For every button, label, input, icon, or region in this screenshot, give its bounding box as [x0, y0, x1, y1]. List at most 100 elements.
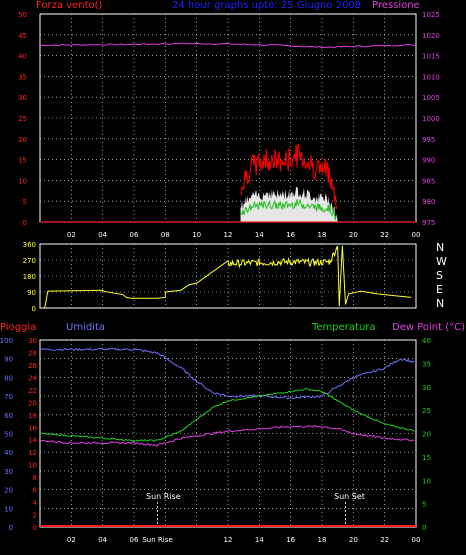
pressure-tick-label: 1010: [422, 73, 440, 81]
pressure-tick-label: 990: [422, 157, 435, 165]
x-tick-label: 08: [161, 231, 170, 239]
x-tick-label: 20: [349, 231, 358, 239]
wind-tick-label: 40: [18, 53, 27, 61]
x-tick-label: 22: [380, 231, 389, 239]
x-tick-label: 04: [98, 231, 107, 239]
pressure-tick-label: 995: [422, 136, 435, 144]
humidity-temp-panel: 0102030405060708090100024681012141618202…: [0, 337, 431, 544]
sunrise-annotation: Sun Rise: [146, 492, 181, 501]
pressure-tick-label: 975: [422, 219, 435, 227]
rain-tick-label: 30: [28, 337, 37, 345]
humidity-tick-label: 40: [4, 449, 13, 457]
x-tick-label: 20: [349, 536, 358, 544]
wind-tick-label: 20: [18, 136, 27, 144]
rain-tick-label: 8: [33, 474, 37, 482]
rain-label: Pioggia: [0, 322, 36, 333]
wind-gust-series: [240, 144, 338, 210]
compass-w: W: [436, 255, 447, 268]
temp-tick-label: 5: [422, 501, 426, 509]
direction-tick-label: 360: [23, 241, 36, 249]
pressure-tick-label: 1000: [422, 115, 440, 123]
wind-tick-label: 30: [18, 94, 27, 102]
temp-tick-label: 35: [422, 360, 431, 368]
direction-tick-label: 90: [27, 289, 36, 297]
pressure-tick-label: 1020: [422, 32, 440, 40]
direction-tick-label: 270: [23, 257, 36, 265]
humidity-tick-label: 80: [4, 374, 13, 382]
temp-tick-label: 25: [422, 407, 431, 415]
rain-tick-label: 24: [28, 374, 37, 382]
wind-direction-series: [44, 245, 412, 309]
compass-n-bottom: N: [436, 297, 444, 310]
x-tick-label: 18: [318, 231, 327, 239]
pressure-tick-label: 985: [422, 177, 435, 185]
rain-tick-label: 6: [33, 487, 38, 495]
x-tick-label: 12: [224, 231, 233, 239]
wind-tick-label: 15: [18, 157, 27, 165]
humidity-tick-label: 30: [4, 468, 13, 476]
humidity-series: [39, 347, 415, 400]
x-tick-label: 04: [98, 536, 107, 544]
dewpoint-series: [39, 425, 415, 447]
compass-n-top: N: [436, 241, 444, 254]
wind-tick-label: 5: [23, 198, 27, 206]
rain-tick-label: 22: [28, 387, 37, 395]
humidity-tick-label: 10: [4, 505, 13, 513]
humidity-tick-label: 90: [4, 356, 13, 364]
temp-tick-label: 0: [422, 524, 426, 532]
x-tick-label: 16: [286, 536, 295, 544]
temp-tick-label: 15: [422, 454, 431, 462]
x-tick-label: 02: [67, 231, 76, 239]
humidity-tick-label: 50: [4, 431, 13, 439]
temperature-series: [39, 387, 415, 442]
x-tick-label: 14: [255, 231, 264, 239]
humidity-tick-label: 0: [9, 524, 13, 532]
wind-min-series: [240, 198, 338, 221]
humidity-label: Umidita: [66, 322, 105, 333]
sunset-annotation: Sun Set: [334, 492, 365, 501]
x-tick-label: 14: [255, 536, 264, 544]
rain-tick-label: 4: [33, 499, 38, 507]
pressure-tick-label: 980: [422, 198, 435, 206]
compass-s: S: [436, 269, 443, 282]
wind-tick-label: 50: [18, 11, 27, 19]
x-tick-label: 02: [67, 536, 76, 544]
wind-tick-label: 10: [18, 177, 27, 185]
rain-tick-label: 10: [28, 462, 37, 470]
pressure-tick-label: 1005: [422, 94, 440, 102]
wind-tick-label: 25: [18, 115, 27, 123]
rain-tick-label: 28: [28, 349, 37, 357]
x-tick-label: 16: [286, 231, 295, 239]
rain-tick-label: 18: [28, 412, 37, 420]
x-tick-label: 00: [412, 536, 421, 544]
direction-tick-label: 0: [32, 305, 36, 313]
rain-tick-label: 16: [28, 424, 37, 432]
x-tick-label: 18: [318, 536, 327, 544]
temperature-label: Temperatura: [311, 322, 376, 333]
rain-tick-label: 14: [28, 437, 37, 445]
direction-tick-label: 180: [23, 273, 36, 281]
pressure-tick-label: 1015: [422, 53, 440, 61]
rain-tick-label: 26: [28, 362, 37, 370]
rain-tick-label: 20: [28, 399, 37, 407]
humidity-tick-label: 100: [0, 337, 13, 345]
x-tick-label: 06: [130, 231, 139, 239]
temp-tick-label: 30: [422, 384, 431, 392]
pressure-label: Pressione: [372, 0, 420, 11]
x-tick-label: 00: [412, 231, 421, 239]
wind-speed-label: Forza vento(): [36, 0, 103, 11]
wind-direction-panel: 0 90 180 270 360: [23, 241, 417, 313]
humidity-tick-label: 70: [4, 393, 13, 401]
pressure-series: [39, 42, 417, 49]
wind-tick-label: 45: [18, 32, 27, 40]
x-tick-label: Sun Rise: [142, 536, 172, 544]
temp-tick-label: 20: [422, 431, 431, 439]
temp-tick-label: 40: [422, 337, 431, 345]
wind-pressure-panel: 0510152025303540455097598098599099510001…: [18, 11, 440, 239]
x-tick-label: 10: [192, 231, 201, 239]
humidity-tick-label: 60: [4, 412, 13, 420]
pressure-tick-label: 1025: [422, 11, 440, 19]
x-tick-label: 12: [224, 536, 233, 544]
dew-point-label: Dew Point (°C): [392, 322, 465, 333]
